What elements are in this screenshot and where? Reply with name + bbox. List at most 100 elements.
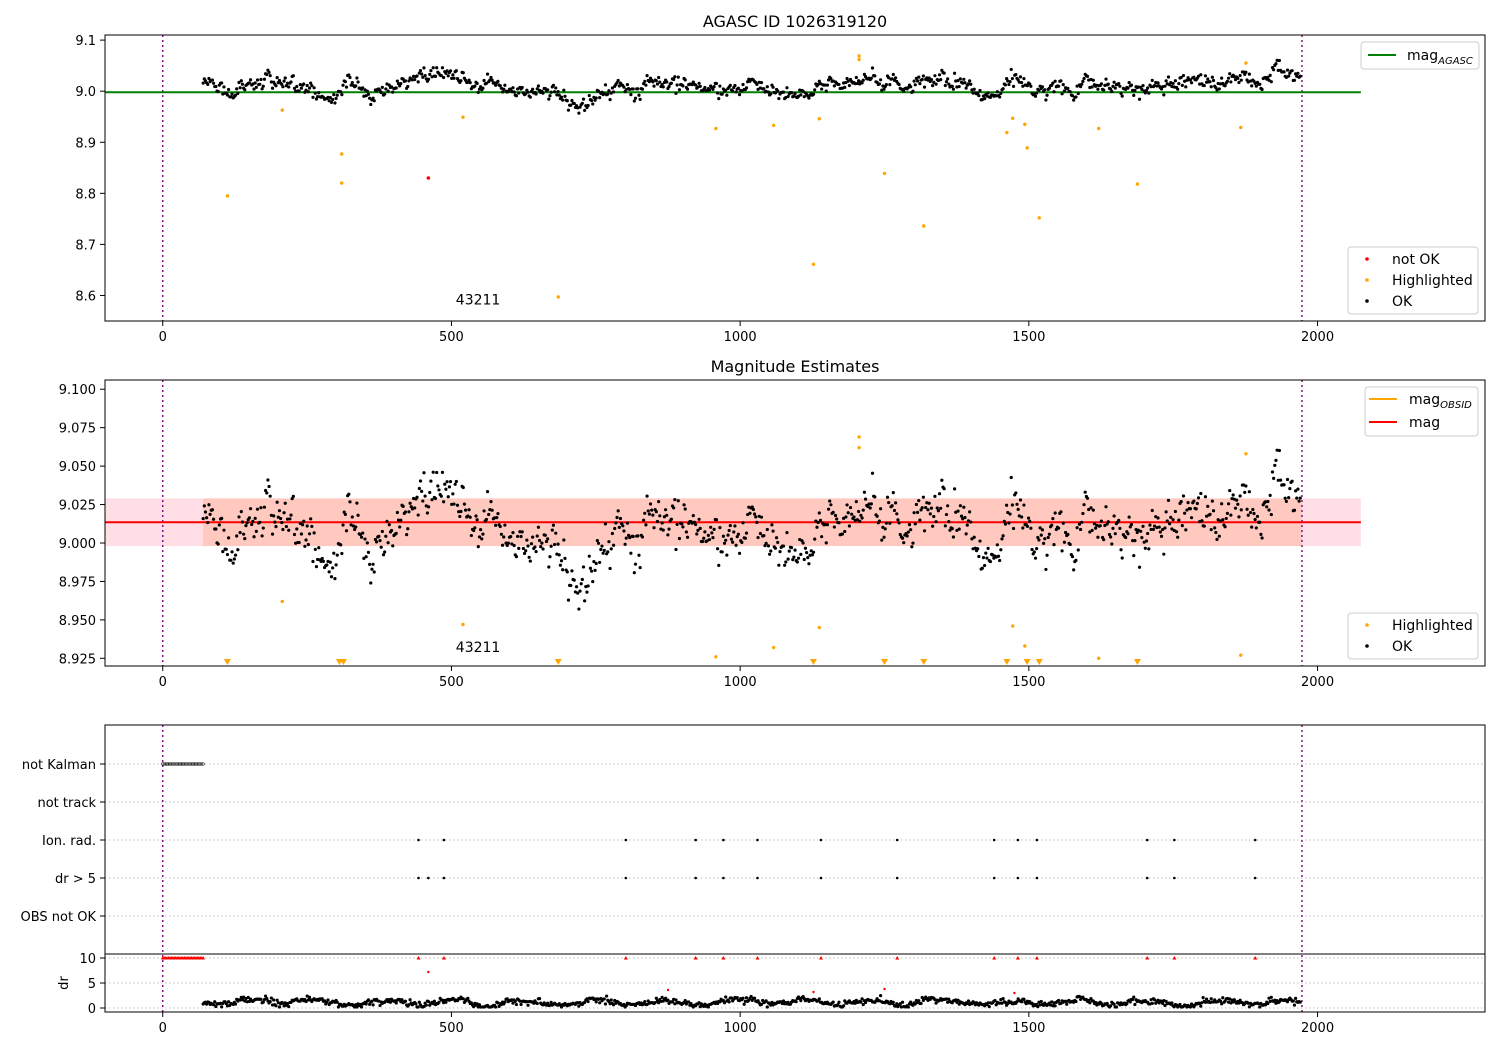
dr-ok-point xyxy=(863,1000,868,1005)
ok-point xyxy=(335,93,339,97)
flag-point xyxy=(442,838,446,842)
dr-ok-point xyxy=(1220,1002,1224,1006)
ok-point xyxy=(1018,75,1023,79)
ok-point xyxy=(882,535,886,539)
ok-point xyxy=(288,517,292,521)
panel-agasc-frame xyxy=(104,34,1486,322)
ok-point xyxy=(714,518,719,522)
ok-point xyxy=(259,77,263,82)
ok-point xyxy=(421,75,425,79)
ok-point xyxy=(988,95,993,99)
ok-point xyxy=(363,537,367,541)
ok-point xyxy=(622,529,626,533)
dr-ok-point xyxy=(735,996,739,1000)
ok-point xyxy=(418,68,423,73)
ok-point xyxy=(728,83,732,87)
ok-point xyxy=(448,480,453,484)
ok-point xyxy=(292,86,297,90)
ok-point xyxy=(902,89,906,93)
ok-point xyxy=(1211,78,1216,83)
dr-ok-point xyxy=(238,998,242,1002)
x-tick-label: 0 xyxy=(159,675,167,690)
ok-point xyxy=(984,551,988,555)
ok-point xyxy=(956,78,960,83)
ok-point xyxy=(1139,529,1143,533)
highlighted-point xyxy=(857,435,861,439)
dr-ok-point xyxy=(408,998,412,1002)
y-tick-label: 8.6 xyxy=(75,289,96,304)
ok-point xyxy=(339,90,343,94)
ok-point xyxy=(1009,475,1013,480)
ok-point xyxy=(569,583,573,588)
ok-point xyxy=(1010,503,1014,507)
dr-ok-point xyxy=(510,998,514,1002)
ok-point xyxy=(784,560,788,564)
ok-point xyxy=(1287,496,1291,500)
ok-point xyxy=(1029,84,1033,88)
ok-point xyxy=(1163,84,1167,88)
ok-point xyxy=(1076,548,1080,552)
ok-point xyxy=(691,514,695,518)
ok-point xyxy=(737,551,742,555)
highlighted-point xyxy=(1023,122,1027,127)
ok-point xyxy=(313,91,317,95)
ok-point xyxy=(549,90,553,94)
ok-point xyxy=(211,81,216,85)
ok-point xyxy=(596,541,601,545)
ok-point xyxy=(452,502,456,506)
ok-point xyxy=(1238,494,1242,498)
highlighted-point xyxy=(280,599,284,604)
dr-ok-point xyxy=(226,1000,231,1004)
dr-ok-point xyxy=(742,1002,746,1006)
y-tick-label: 8.950 xyxy=(59,614,96,629)
ok-point xyxy=(1298,74,1302,78)
ok-point xyxy=(556,89,560,94)
ok-point xyxy=(274,525,278,529)
ok-point xyxy=(907,523,912,527)
ok-point xyxy=(1258,520,1262,524)
dr-ok-point xyxy=(1036,1005,1040,1009)
x-tick-label: 1000 xyxy=(724,330,757,345)
ok-point xyxy=(1156,516,1160,520)
legend-dot-swatch xyxy=(1365,278,1369,282)
ok-point xyxy=(983,563,987,568)
ok-point xyxy=(578,105,582,109)
ok-point xyxy=(476,90,480,94)
ok-point xyxy=(963,515,967,520)
ok-point xyxy=(430,498,434,502)
ok-point xyxy=(1167,522,1172,526)
ok-point xyxy=(932,514,936,519)
ok-point xyxy=(444,487,448,491)
dr-ok-point xyxy=(602,997,606,1001)
ok-point xyxy=(1072,568,1076,572)
ok-point xyxy=(448,69,453,73)
ok-point xyxy=(902,541,906,545)
ok-point xyxy=(304,538,308,542)
ok-point xyxy=(1044,98,1048,102)
ok-point xyxy=(260,534,264,538)
dr-ok-point xyxy=(503,1000,507,1004)
ok-point xyxy=(833,513,838,518)
dr-ok-point xyxy=(1294,996,1298,1000)
ok-point xyxy=(370,567,374,571)
ok-point xyxy=(474,514,478,518)
ok-point xyxy=(1045,93,1049,97)
ok-point xyxy=(524,549,528,553)
dr-ok-point xyxy=(576,1001,580,1005)
ok-point xyxy=(457,510,461,514)
ok-point xyxy=(366,92,371,96)
dr-ok-point xyxy=(913,1002,917,1006)
ok-point xyxy=(1269,512,1273,517)
ok-point xyxy=(599,547,603,552)
flag-point xyxy=(1145,838,1149,842)
ok-point xyxy=(1165,519,1169,523)
ok-point xyxy=(758,531,762,536)
ok-point xyxy=(399,518,403,522)
ok-point xyxy=(379,90,383,95)
ok-point xyxy=(1215,537,1219,541)
ok-point xyxy=(208,512,212,516)
ok-point xyxy=(314,97,319,101)
ok-point xyxy=(206,520,210,525)
ok-point xyxy=(682,503,686,507)
flag-row-label: dr > 5 xyxy=(55,872,96,887)
